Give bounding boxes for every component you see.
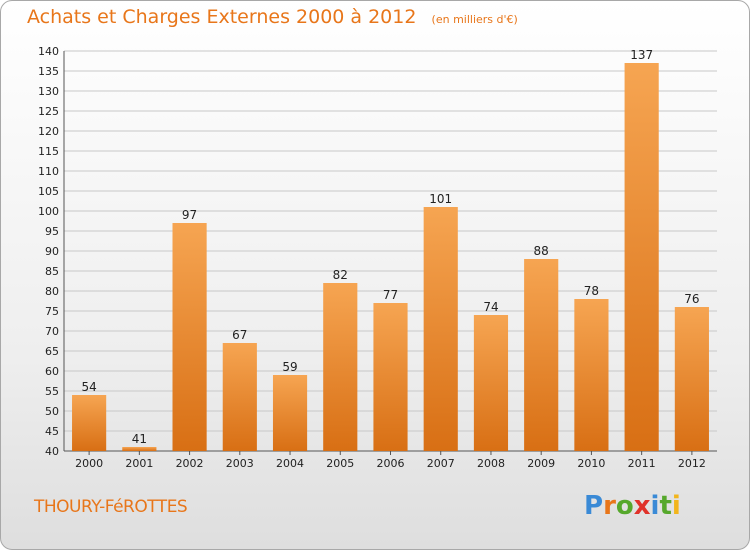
x-tick-label: 2005 — [326, 457, 354, 470]
bar — [473, 315, 509, 451]
y-tick-label: 95 — [45, 225, 59, 238]
bar-value-label: 137 — [630, 48, 653, 62]
logo-letter: i — [671, 491, 681, 521]
bar-value-label: 101 — [429, 192, 452, 206]
bar-value-label: 82 — [333, 268, 348, 282]
bar-value-label: 88 — [534, 244, 549, 258]
y-tick-label: 45 — [45, 425, 59, 438]
bar-value-label: 67 — [232, 328, 247, 342]
bar — [272, 375, 308, 451]
x-tick-label: 2000 — [75, 457, 103, 470]
x-tick-label: 2009 — [527, 457, 555, 470]
y-tick-label: 55 — [45, 385, 59, 398]
y-tick-label: 90 — [45, 245, 59, 258]
y-tick-label: 60 — [45, 365, 59, 378]
chart-title: Achats et Charges Externes 2000 à 2012 — [27, 6, 417, 28]
y-tick-label: 105 — [38, 185, 59, 198]
y-tick-label: 80 — [45, 285, 59, 298]
logo-letter: i — [650, 491, 660, 521]
logo-letter: t — [659, 491, 672, 521]
x-tick-label: 2007 — [427, 457, 455, 470]
x-tick-label: 2003 — [226, 457, 254, 470]
bar — [172, 223, 207, 451]
y-tick-label: 140 — [38, 45, 59, 58]
y-tick-label: 100 — [38, 205, 59, 218]
x-tick-label: 2012 — [678, 457, 706, 470]
bar-value-label: 41 — [132, 432, 147, 446]
x-tick-label: 2004 — [276, 457, 304, 470]
y-tick-label: 125 — [38, 105, 59, 118]
bar — [373, 303, 408, 451]
bar — [222, 343, 257, 451]
x-tick-label: 2008 — [477, 457, 505, 470]
x-tick-label: 2001 — [125, 457, 153, 470]
y-tick-label: 135 — [38, 65, 59, 78]
bar-value-label: 77 — [383, 288, 398, 302]
bar — [323, 283, 358, 451]
y-tick-label: 50 — [45, 405, 59, 418]
bar — [574, 299, 609, 451]
logo-letter: x — [633, 491, 651, 521]
bar-value-label: 59 — [282, 360, 297, 374]
title-row: Achats et Charges Externes 2000 à 2012 (… — [27, 6, 518, 28]
y-tick-label: 70 — [45, 325, 59, 338]
proxiti-logo: Proxiti — [584, 491, 681, 521]
y-tick-label: 75 — [45, 305, 59, 318]
bar — [72, 395, 107, 451]
bar-value-label: 78 — [584, 284, 599, 298]
bar-value-label: 97 — [182, 208, 197, 222]
y-tick-label: 85 — [45, 265, 59, 278]
bar — [624, 63, 659, 451]
x-tick-label: 2011 — [628, 457, 656, 470]
y-tick-label: 120 — [38, 125, 59, 138]
y-tick-label: 115 — [38, 145, 59, 158]
x-tick-label: 2006 — [377, 457, 405, 470]
y-tick-label: 110 — [38, 165, 59, 178]
logo-letter: o — [615, 491, 634, 521]
bar — [674, 307, 709, 451]
bar — [423, 207, 458, 451]
x-tick-label: 2002 — [176, 457, 204, 470]
bar — [122, 447, 157, 451]
bar-value-label: 54 — [81, 380, 96, 394]
y-tick-label: 40 — [45, 445, 59, 458]
logo-letter: P — [584, 491, 604, 521]
bar — [524, 259, 559, 451]
y-tick-label: 130 — [38, 85, 59, 98]
bar-value-label: 76 — [684, 292, 699, 306]
x-tick-label: 2010 — [577, 457, 605, 470]
logo-letter: r — [603, 491, 616, 521]
commune-name: THOURY-FéROTTES — [34, 497, 188, 517]
y-tick-label: 65 — [45, 345, 59, 358]
bar-value-label: 74 — [483, 300, 498, 314]
chart-unit: (en milliers d'€) — [431, 13, 518, 26]
